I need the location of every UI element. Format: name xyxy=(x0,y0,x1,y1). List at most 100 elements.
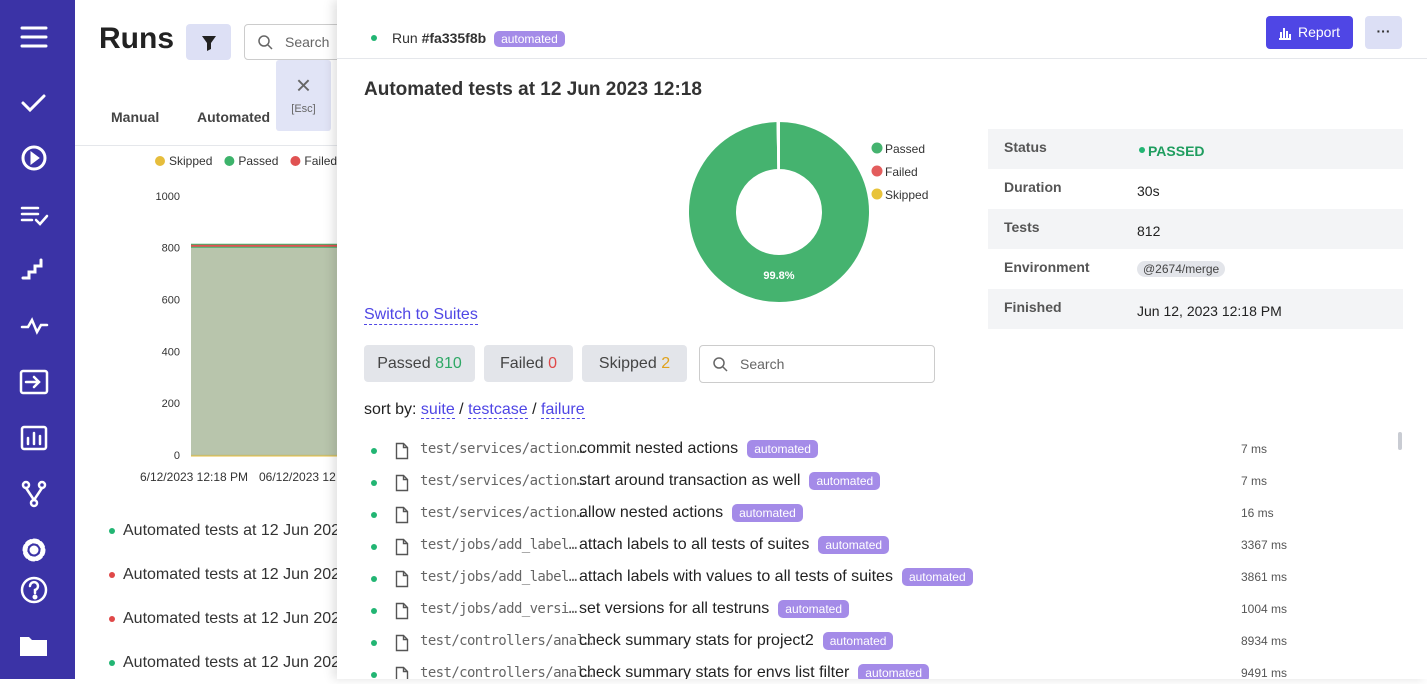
test-row[interactable]: test/jobs/add_label… attach labels with v… xyxy=(337,564,1397,594)
test-name-cell: commit nested actions automated xyxy=(579,440,818,458)
test-file: test/controllers/anal… xyxy=(420,665,593,679)
run-panel: Run #fa335f8b automated Report ··· Autom… xyxy=(337,0,1427,679)
details-value: Jun 12, 2023 12:18 PM xyxy=(1137,303,1282,319)
filter-button[interactable] xyxy=(186,24,231,60)
run-item[interactable]: Automated tests at 12 Jun 202 xyxy=(109,566,337,584)
tab[interactable]: Manual xyxy=(111,109,160,125)
filter-button[interactable]: Passed 810 xyxy=(364,345,475,382)
details-row: Finished Jun 12, 2023 12:18 PM xyxy=(988,289,1403,329)
status-dot xyxy=(371,608,377,614)
close-button[interactable]: × [Esc] xyxy=(276,60,331,131)
status-dot xyxy=(371,35,377,41)
switch-link[interactable]: Switch to Suites xyxy=(364,306,478,325)
test-tag: automated xyxy=(778,600,850,618)
projects-icon[interactable] xyxy=(20,637,47,656)
legend-label: Failed xyxy=(304,154,337,168)
steps-icon[interactable] xyxy=(21,258,43,280)
test-row[interactable]: test/controllers/anal… check summary stat… xyxy=(337,660,1397,679)
sort-option[interactable]: failure xyxy=(541,401,585,419)
details-row: Environment @2674/merge xyxy=(988,249,1403,289)
details-value: PASSED xyxy=(1148,143,1205,159)
test-file: test/services/action… xyxy=(420,441,585,457)
y-tick-label: 600 xyxy=(162,295,180,307)
legend-dot xyxy=(155,156,165,166)
runs-icon[interactable] xyxy=(21,145,47,171)
test-name-cell: attach labels to all tests of suites auto… xyxy=(579,536,890,554)
search-placeholder: Search xyxy=(285,34,330,50)
test-row[interactable]: test/services/action… start around transa… xyxy=(337,468,1397,498)
sort-option[interactable]: suite xyxy=(420,401,455,419)
filter-name: Failed xyxy=(500,355,544,372)
plans-icon[interactable] xyxy=(20,206,49,226)
x-tick-label: 06/12/2023 12 xyxy=(259,470,336,484)
filter-button[interactable]: Skipped 2 xyxy=(582,345,687,382)
details-label: Finished xyxy=(1004,299,1062,315)
analytics-icon[interactable] xyxy=(20,425,48,451)
settings-icon[interactable] xyxy=(22,538,46,562)
legend-label: Passed xyxy=(885,142,925,156)
test-search[interactable]: Search xyxy=(699,345,935,383)
details-row: Status PASSED xyxy=(988,129,1403,169)
tab[interactable]: Automated xyxy=(197,109,271,125)
legend-dot xyxy=(290,156,301,166)
file-icon xyxy=(395,570,409,588)
test-row[interactable]: test/services/action… commit nested actio… xyxy=(337,436,1397,466)
test-row[interactable]: test/services/action… allow nested action… xyxy=(337,500,1397,530)
test-name: check summary stats for envs list filter xyxy=(579,664,850,679)
donut-segment xyxy=(776,119,780,172)
check-icon[interactable] xyxy=(21,94,46,113)
test-duration: 16 ms xyxy=(1241,506,1274,520)
pulse-icon[interactable] xyxy=(20,317,49,335)
test-tag: automated xyxy=(858,664,930,679)
report-button[interactable]: Report xyxy=(1266,16,1353,49)
area xyxy=(191,245,337,456)
y-tick-label: 800 xyxy=(162,243,180,255)
status-dot xyxy=(109,659,115,666)
status-dot xyxy=(109,571,115,578)
page-title: Runs xyxy=(99,22,174,55)
run-title: Automated tests at 12 Jun 2023 12:18 xyxy=(364,79,702,100)
close-hint: [Esc] xyxy=(291,103,316,115)
search-placeholder: Search xyxy=(740,356,785,372)
run-item[interactable]: Automated tests at 12 Jun 202 xyxy=(109,654,337,672)
import-icon[interactable] xyxy=(19,369,49,395)
file-icon xyxy=(395,538,409,556)
filter-name: Skipped xyxy=(598,355,657,372)
test-file: test/jobs/add_label… xyxy=(420,569,577,585)
filter-count: 0 xyxy=(548,355,557,372)
test-file: test/controllers/anal… xyxy=(420,633,593,649)
run-item[interactable]: Automated tests at 12 Jun 202 xyxy=(109,522,337,540)
menu-icon[interactable] xyxy=(20,26,48,48)
test-row[interactable]: test/jobs/add_versi… set versions for all… xyxy=(337,596,1397,626)
test-tag: automated xyxy=(809,472,881,490)
runs-chart: 0 200 400 600 800 1000 6/12/2023 12:18 PM 06/12… xyxy=(140,154,337,484)
filter-count: 2 xyxy=(661,355,671,372)
sort-option[interactable]: testcase xyxy=(468,401,528,419)
test-name: commit nested actions xyxy=(579,440,739,458)
status-dot xyxy=(109,527,115,534)
test-name-cell: attach labels with values to all tests o… xyxy=(579,568,973,586)
y-tick-label: 400 xyxy=(162,346,180,358)
file-icon xyxy=(395,666,409,679)
status-dot xyxy=(371,448,377,454)
file-icon xyxy=(395,602,409,620)
test-tag: automated xyxy=(818,536,890,554)
filter-button[interactable]: Failed 0 xyxy=(484,345,573,382)
donut-label: 99.8% xyxy=(763,270,794,282)
test-file: test/jobs/add_versi… xyxy=(420,601,577,617)
details-value: 812 xyxy=(1137,223,1161,239)
search-input[interactable]: Search xyxy=(244,24,337,60)
help-icon[interactable] xyxy=(20,576,48,604)
test-row[interactable]: test/jobs/add_label… attach labels to all… xyxy=(337,532,1397,562)
more-button[interactable]: ··· xyxy=(1365,16,1402,49)
details-table: Status PASSED Duration 30s Tests 812 Environme… xyxy=(988,129,1403,329)
run-item[interactable]: Automated tests at 12 Jun 202 xyxy=(109,610,337,628)
sidebar-icons xyxy=(19,26,49,656)
legend-dot xyxy=(871,165,883,177)
y-tick-label: 200 xyxy=(162,398,180,410)
test-row[interactable]: test/controllers/anal… check summary stat… xyxy=(337,628,1397,658)
legend-dot xyxy=(871,142,883,154)
file-icon xyxy=(395,474,409,492)
test-duration: 7 ms xyxy=(1241,474,1268,488)
test-duration: 7 ms xyxy=(1241,442,1268,456)
